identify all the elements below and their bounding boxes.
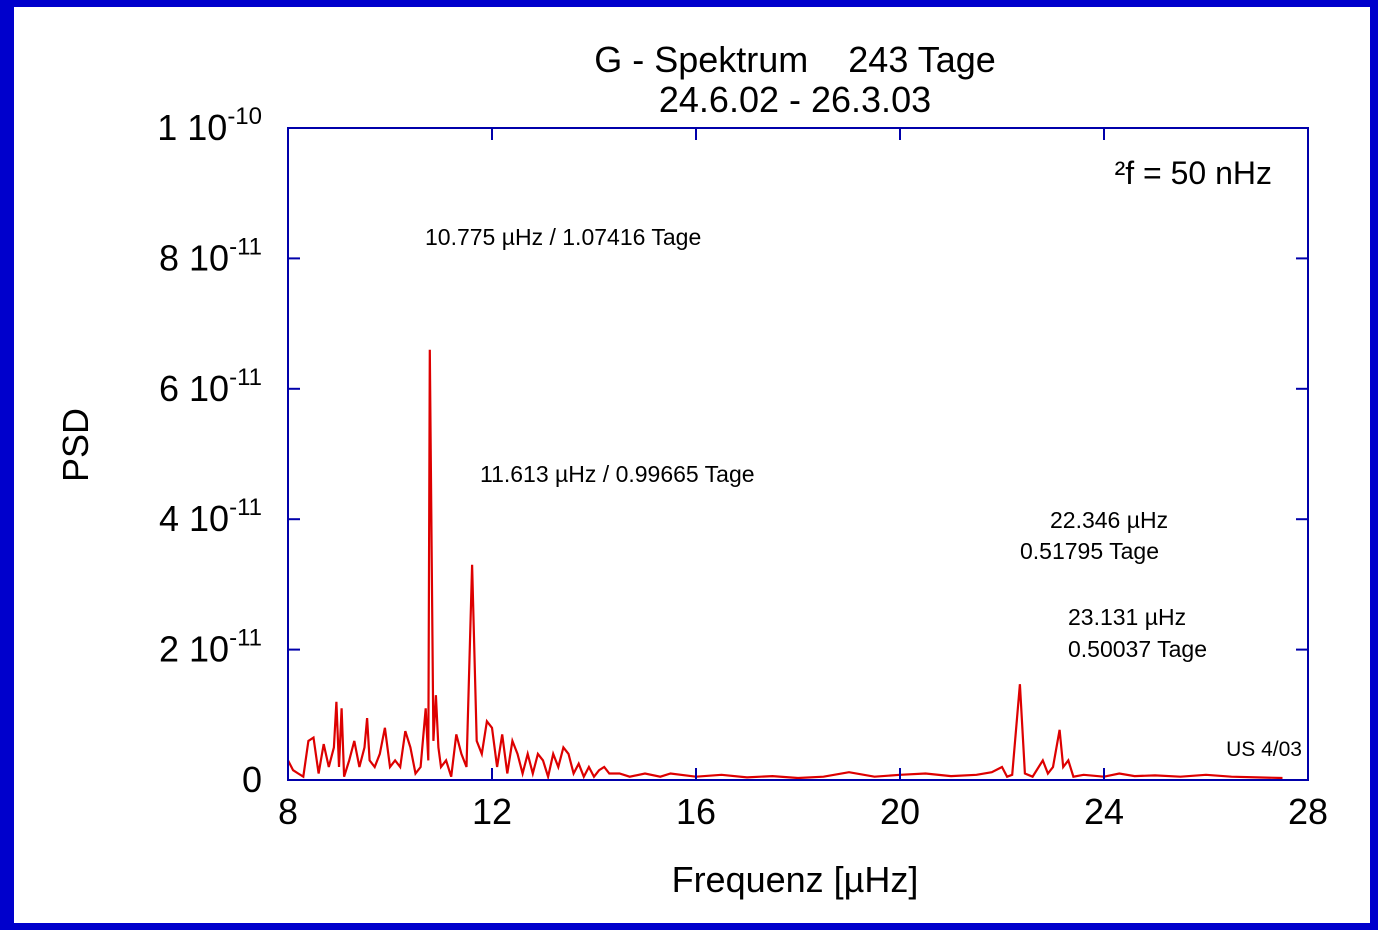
y-tick-label-exponent: -11: [229, 494, 262, 521]
chart-subtitle: 24.6.02 - 26.3.03: [659, 79, 931, 120]
annotation: 23.131 µHz: [1068, 604, 1186, 630]
annotation: 22.346 µHz: [1050, 507, 1168, 533]
y-tick-label: 0: [242, 759, 262, 800]
x-axis-label: Frequenz [µHz]: [672, 859, 919, 900]
x-tick-label: 12: [472, 791, 512, 832]
chart-title: G - Spektrum 243 Tage: [594, 39, 996, 80]
y-tick-label-base: 1 10: [157, 107, 227, 148]
y-tick-label: 1 10-10: [157, 103, 262, 148]
x-tick-label: 8: [278, 791, 298, 832]
y-tick-label-base: 4 10: [159, 498, 229, 539]
y-tick-label-exponent: -11: [229, 625, 262, 652]
annotation: 0.51795 Tage: [1020, 538, 1159, 564]
x-tick-label: 16: [676, 791, 716, 832]
y-tick-label: 6 10-11: [159, 364, 262, 409]
y-tick-label: 4 10-11: [159, 494, 262, 539]
y-axis-label: PSD: [55, 408, 96, 482]
y-tick-label: 2 10-11: [159, 625, 262, 670]
y-tick-label-base: 6 10: [159, 368, 229, 409]
annotation: US 4/03: [1226, 738, 1302, 761]
y-tick-label-exponent: -11: [229, 364, 262, 391]
annotation: 10.775 µHz / 1.07416 Tage: [425, 224, 701, 250]
x-tick-label: 28: [1288, 791, 1328, 832]
y-tick-label-exponent: -11: [229, 233, 262, 260]
y-tick-label: 8 10-11: [159, 233, 262, 278]
plot-frame: [287, 127, 1309, 781]
annotation: 11.613 µHz / 0.99665 Tage: [480, 461, 755, 487]
page-frame-left: [8, 7, 14, 923]
annotation: 0.50037 Tage: [1068, 636, 1207, 662]
x-tick-label: 20: [880, 791, 920, 832]
x-tick-label: 24: [1084, 791, 1124, 832]
y-tick-label-base: 8 10: [159, 237, 229, 278]
psd-line: [287, 349, 1283, 781]
y-tick-label-exponent: -10: [227, 103, 262, 130]
annotation: ²f = 50 nHz: [1115, 155, 1272, 191]
y-tick-label-base: 2 10: [159, 629, 229, 670]
